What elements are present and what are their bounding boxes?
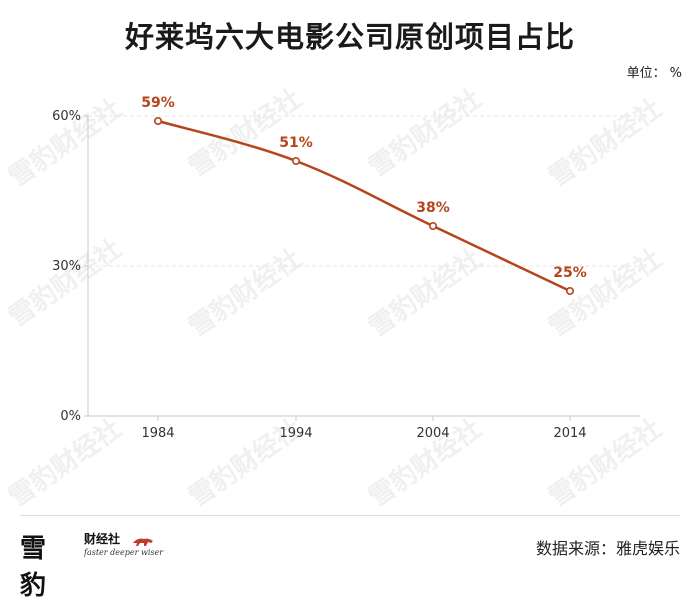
data-label: 51% bbox=[279, 135, 313, 151]
footer-divider bbox=[20, 515, 680, 516]
watermark: 雪豹财经社 bbox=[183, 243, 307, 343]
data-source: 数据来源：雅虎娱乐 bbox=[535, 539, 680, 558]
watermark: 雪豹财经社 bbox=[3, 233, 127, 333]
watermark: 雪豹财经社 bbox=[363, 243, 487, 343]
leopard-icon bbox=[133, 538, 153, 546]
data-label: 25% bbox=[553, 265, 587, 281]
x-tick-label: 1994 bbox=[279, 426, 312, 441]
x-tick-label: 2014 bbox=[553, 426, 586, 441]
y-tick-label: 0% bbox=[60, 409, 81, 424]
logo-sub-text: 财经社 bbox=[84, 532, 121, 546]
watermark: 雪豹财经社 bbox=[3, 413, 127, 513]
data-point bbox=[154, 117, 163, 126]
x-tick-label: 2004 bbox=[416, 426, 449, 441]
data-point bbox=[428, 222, 437, 231]
watermark: 雪豹财经社 bbox=[543, 93, 667, 193]
data-label: 59% bbox=[141, 95, 175, 111]
watermark: 雪豹财经社 bbox=[543, 243, 667, 343]
unit-prefix: 单位： bbox=[626, 66, 666, 81]
unit-label: 单位：% bbox=[623, 62, 682, 81]
y-tick-label: 30% bbox=[52, 259, 81, 274]
data-point bbox=[291, 157, 300, 166]
logo-slogan: faster deeper wiser bbox=[84, 548, 164, 557]
series-line bbox=[157, 119, 571, 293]
x-tick-label: 1984 bbox=[141, 426, 174, 441]
chart-title: 好莱坞六大电影公司原创项目占比 bbox=[124, 20, 575, 54]
y-tick-label: 60% bbox=[52, 109, 81, 124]
data-label: 38% bbox=[416, 200, 450, 216]
logo-main-text: 雪豹 bbox=[20, 534, 46, 601]
data-point bbox=[565, 286, 574, 295]
watermark: 雪豹财经社 bbox=[363, 83, 487, 183]
unit-value: % bbox=[669, 66, 682, 81]
